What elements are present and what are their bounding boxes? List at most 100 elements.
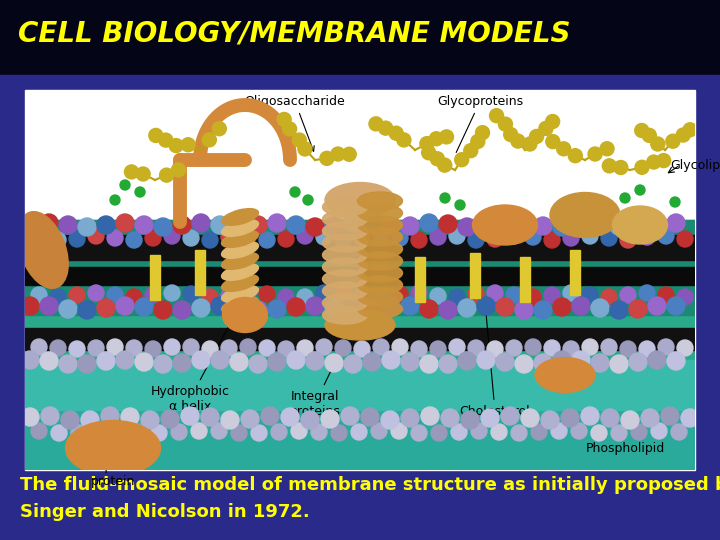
Circle shape (658, 228, 674, 244)
Circle shape (496, 215, 514, 233)
Circle shape (201, 408, 219, 426)
Circle shape (306, 297, 324, 315)
Circle shape (571, 423, 587, 439)
Bar (520, 257, 530, 302)
Circle shape (110, 195, 120, 205)
Circle shape (59, 355, 77, 373)
Circle shape (563, 230, 579, 246)
Circle shape (603, 159, 616, 173)
Circle shape (126, 340, 142, 356)
Circle shape (515, 355, 533, 373)
Ellipse shape (358, 300, 402, 318)
Ellipse shape (222, 296, 258, 313)
Circle shape (135, 353, 153, 371)
Circle shape (354, 341, 370, 357)
Circle shape (648, 297, 666, 315)
Circle shape (292, 133, 306, 147)
Ellipse shape (472, 205, 538, 245)
Circle shape (539, 122, 553, 136)
Circle shape (183, 286, 199, 302)
Bar (25, 220, 695, 275)
Circle shape (331, 147, 345, 161)
Circle shape (287, 298, 305, 316)
Ellipse shape (222, 241, 258, 258)
Circle shape (240, 285, 256, 301)
Circle shape (88, 340, 104, 356)
Circle shape (657, 153, 670, 167)
Ellipse shape (323, 306, 367, 324)
Circle shape (658, 287, 674, 303)
Circle shape (572, 351, 590, 369)
Circle shape (101, 407, 119, 425)
Circle shape (373, 339, 389, 355)
Bar (25, 328, 695, 350)
Circle shape (278, 231, 294, 247)
Circle shape (69, 341, 85, 357)
Circle shape (151, 425, 167, 441)
Circle shape (202, 133, 216, 147)
Circle shape (421, 407, 439, 425)
Circle shape (677, 289, 693, 305)
Circle shape (601, 339, 617, 355)
Circle shape (490, 109, 503, 123)
Circle shape (544, 340, 560, 356)
Circle shape (468, 232, 484, 248)
Bar (25, 235, 695, 260)
Circle shape (582, 228, 598, 244)
Circle shape (468, 286, 484, 302)
Circle shape (651, 137, 665, 151)
Circle shape (506, 228, 522, 244)
Circle shape (441, 409, 459, 427)
Circle shape (181, 138, 195, 152)
Circle shape (249, 301, 267, 319)
Circle shape (591, 425, 607, 441)
Ellipse shape (323, 270, 367, 288)
Circle shape (667, 297, 685, 315)
Circle shape (268, 353, 286, 371)
Circle shape (40, 214, 58, 232)
Bar (25, 400, 695, 470)
Circle shape (202, 341, 218, 357)
Circle shape (461, 411, 479, 429)
Circle shape (59, 300, 77, 318)
Circle shape (21, 297, 39, 315)
Circle shape (202, 232, 218, 248)
Circle shape (321, 410, 339, 428)
Circle shape (125, 165, 138, 179)
Circle shape (160, 168, 174, 182)
Circle shape (281, 408, 299, 426)
Circle shape (506, 287, 522, 303)
Circle shape (161, 410, 179, 428)
Circle shape (145, 230, 161, 246)
Circle shape (40, 352, 58, 370)
Circle shape (171, 424, 187, 440)
Circle shape (487, 285, 503, 301)
Circle shape (546, 134, 560, 149)
Circle shape (511, 425, 527, 441)
Circle shape (240, 228, 256, 244)
Circle shape (21, 408, 39, 426)
Circle shape (268, 214, 286, 232)
Circle shape (451, 424, 467, 440)
Bar (25, 315, 695, 370)
Circle shape (116, 297, 134, 315)
Circle shape (439, 130, 454, 144)
Circle shape (557, 142, 571, 156)
Circle shape (411, 425, 427, 441)
Circle shape (291, 423, 307, 439)
Circle shape (639, 341, 655, 357)
Circle shape (78, 355, 96, 373)
Ellipse shape (358, 288, 402, 306)
Circle shape (591, 214, 609, 232)
Circle shape (78, 218, 96, 236)
Text: Glycoproteins: Glycoproteins (437, 95, 523, 152)
Circle shape (91, 424, 107, 440)
Circle shape (230, 218, 248, 236)
Circle shape (361, 408, 379, 426)
Circle shape (572, 215, 590, 233)
Circle shape (468, 340, 484, 356)
Circle shape (41, 407, 59, 425)
Bar (25, 220, 695, 315)
Circle shape (50, 232, 66, 248)
Bar (25, 360, 695, 410)
